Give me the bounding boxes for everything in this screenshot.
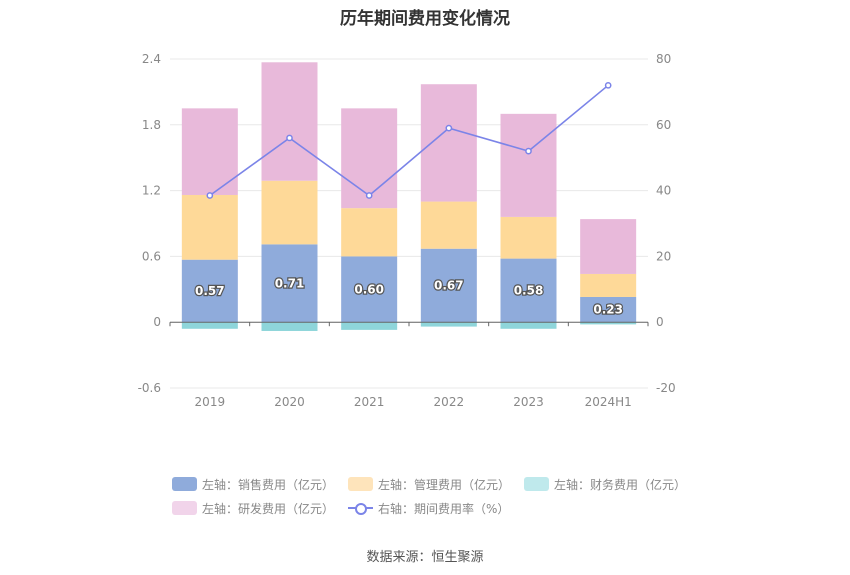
legend-line-icon — [348, 501, 374, 515]
x-axis-tick-label: 2019 — [195, 395, 226, 409]
right-axis-tick-label: 60 — [656, 118, 671, 132]
bar-segment — [261, 322, 318, 331]
right-axis-tick-label: 20 — [656, 249, 671, 263]
legend-item-admin[interactable]: 左轴：管理费用（亿元） — [348, 476, 510, 493]
bar-data-label: 0.58 — [514, 283, 544, 297]
legend-label-sales: 左轴：销售费用（亿元） — [202, 477, 335, 492]
bar-segment — [500, 113, 557, 217]
bar-segment — [181, 322, 238, 329]
legend-item-finance[interactable]: 左轴：财务费用（亿元） — [524, 476, 686, 493]
legend-item-rnd[interactable]: 左轴：研发费用（亿元） — [172, 500, 334, 517]
bar-segment — [420, 84, 477, 202]
right-axis-tick-label: 40 — [656, 184, 671, 198]
x-axis-tick-label: 2024H1 — [585, 395, 632, 409]
x-axis-tick-label: 2022 — [434, 395, 465, 409]
expense-rate-point — [604, 81, 612, 89]
legend-swatch-sales — [172, 477, 197, 491]
right-axis-tick-label: 0 — [656, 315, 664, 329]
bar-segment — [261, 180, 318, 245]
legend-item-expense-rate[interactable]: 右轴：期间费用率（%） — [348, 500, 509, 517]
expense-rate-line — [209, 84, 609, 197]
x-axis-tick-label: 2021 — [354, 395, 385, 409]
bar-segment — [181, 108, 238, 195]
left-axis-tick-label: 0.6 — [142, 249, 161, 263]
bar-segment — [341, 322, 398, 330]
legend-label-finance: 左轴：财务费用（亿元） — [554, 477, 687, 492]
bar-segment — [261, 62, 318, 181]
legend-row-2: 左轴：研发费用（亿元） 右轴：期间费用率（%） — [172, 496, 732, 520]
legend-item-sales[interactable]: 左轴：销售费用（亿元） — [172, 476, 334, 493]
bar-segment — [181, 194, 238, 260]
bar-segment — [341, 108, 398, 209]
bar-segment — [420, 201, 477, 249]
legend-swatch-admin — [348, 477, 374, 491]
bar-segment — [341, 208, 398, 257]
bar-segment — [580, 273, 637, 297]
legend-row-1: 左轴：销售费用（亿元） 左轴：管理费用（亿元） 左轴：财务费用（亿元） — [172, 472, 732, 496]
bar-data-label: 0.23 — [593, 303, 623, 317]
bar-segment — [500, 258, 557, 323]
x-axis-tick-label: 2020 — [274, 395, 305, 409]
left-axis-tick-label: 1.8 — [142, 118, 161, 132]
bar-segment — [420, 248, 477, 323]
chart-title: 历年期间费用变化情况 — [340, 9, 510, 29]
x-axis-tick-label: 2023 — [513, 395, 544, 409]
bar-data-label: 0.60 — [354, 282, 384, 296]
expense-rate-point — [206, 192, 214, 199]
legend-swatch-finance — [524, 477, 550, 491]
expense-rate-point — [286, 134, 293, 142]
expense-rate-point — [365, 192, 373, 199]
bar-segment — [341, 256, 398, 323]
bar-data-label: 0.57 — [195, 284, 225, 298]
bar-segment — [261, 244, 318, 323]
right-axis-tick-label: 80 — [656, 52, 671, 66]
bar-data-label: 0.71 — [275, 276, 305, 290]
bar-segment — [580, 296, 637, 323]
left-axis-tick-label: 2.4 — [142, 52, 161, 66]
left-axis-tick-label: -0.6 — [138, 381, 161, 395]
bar-segment — [500, 322, 557, 329]
expense-rate-point — [445, 124, 453, 132]
legend-label-expense-rate: 右轴：期间费用率（%） — [378, 501, 510, 516]
bar-segment — [580, 219, 637, 274]
legend-label-rnd: 左轴：研发费用（亿元） — [202, 501, 335, 516]
chart-plot: -0.6 0 0.6 1.2 1.8 2.4 -20 0 20 40 60 80 2019 2020 202… — [138, 52, 676, 409]
bar-segment — [420, 322, 477, 327]
bar-segment — [181, 259, 238, 323]
bar-segment — [500, 216, 557, 259]
bar-data-label: 0.67 — [434, 278, 464, 292]
legend-swatch-rnd — [172, 501, 197, 515]
bar-segment — [580, 322, 637, 325]
left-axis-tick-label: 1.2 — [142, 184, 161, 198]
left-axis-tick-label: 0 — [153, 315, 161, 329]
legend-label-admin: 左轴：管理费用（亿元） — [378, 477, 511, 492]
chart-legend: 左轴：销售费用（亿元） 左轴：管理费用（亿元） 左轴：财务费用（亿元） 左轴：研… — [172, 472, 732, 520]
right-axis-tick-label: -20 — [656, 381, 676, 395]
expense-rate-point — [525, 147, 532, 155]
data-source: 数据来源：恒生聚源 — [366, 550, 484, 565]
